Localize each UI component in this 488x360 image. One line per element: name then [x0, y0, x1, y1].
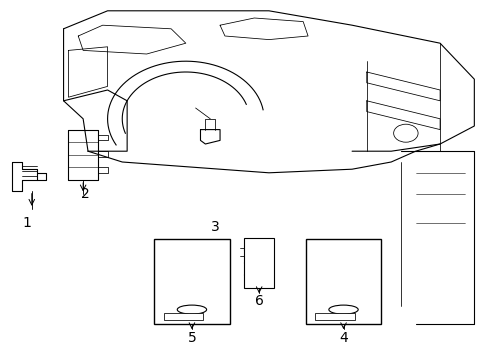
Bar: [305, 239, 381, 324]
Text: 4: 4: [339, 331, 347, 345]
Bar: [154, 239, 229, 324]
Bar: [315, 313, 354, 320]
Ellipse shape: [177, 305, 206, 314]
Text: 3: 3: [210, 220, 219, 234]
Bar: [244, 238, 273, 288]
Ellipse shape: [328, 305, 358, 314]
Text: 6: 6: [254, 294, 263, 309]
Text: 5: 5: [187, 331, 196, 345]
Text: 2: 2: [81, 188, 90, 201]
Bar: [163, 313, 203, 320]
Text: 1: 1: [22, 216, 31, 230]
